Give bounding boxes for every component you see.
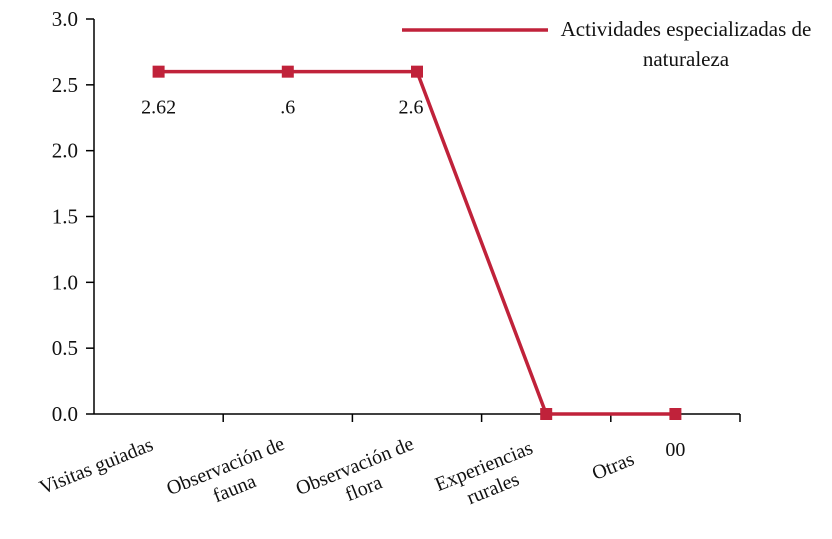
y-tick-label: 2.0: [52, 139, 78, 163]
data-label: 2.6: [399, 97, 424, 119]
data-label: 00: [665, 439, 685, 461]
series-group: 2.62.6 2.600: [141, 65, 685, 461]
y-tick-label: 2.5: [52, 73, 78, 97]
y-tick-label: 0.0: [52, 402, 78, 426]
series-line: [158, 69, 676, 416]
legend-label: Actividades especializadas de: [561, 17, 812, 41]
data-label: 2.62: [141, 97, 176, 119]
x-category-label: Otras: [589, 448, 638, 485]
y-tick-label: 3.0: [52, 7, 78, 31]
data-point-marker: [540, 408, 553, 420]
y-tick-label: 1.0: [52, 270, 78, 294]
data-point-marker: [669, 408, 682, 420]
x-category-label-line: Otras: [589, 448, 638, 485]
y-tick-label: 0.5: [52, 336, 78, 360]
data-point-marker: [152, 65, 165, 78]
x-category-label: Visitas guiadas: [36, 434, 156, 500]
y-tick-label: 1.5: [52, 205, 78, 229]
x-category-label-line: Visitas guiadas: [36, 434, 156, 500]
data-point-marker: [411, 65, 423, 78]
legend: Actividades especializadas de naturaleza: [402, 17, 811, 71]
legend-label: naturaleza: [643, 47, 730, 71]
y-axis-ticks: 0.0 0.5 1.0 1.5 2.0 2.5 3.0: [52, 7, 94, 426]
data-label: .6: [280, 97, 295, 119]
data-point-marker: [281, 65, 294, 78]
